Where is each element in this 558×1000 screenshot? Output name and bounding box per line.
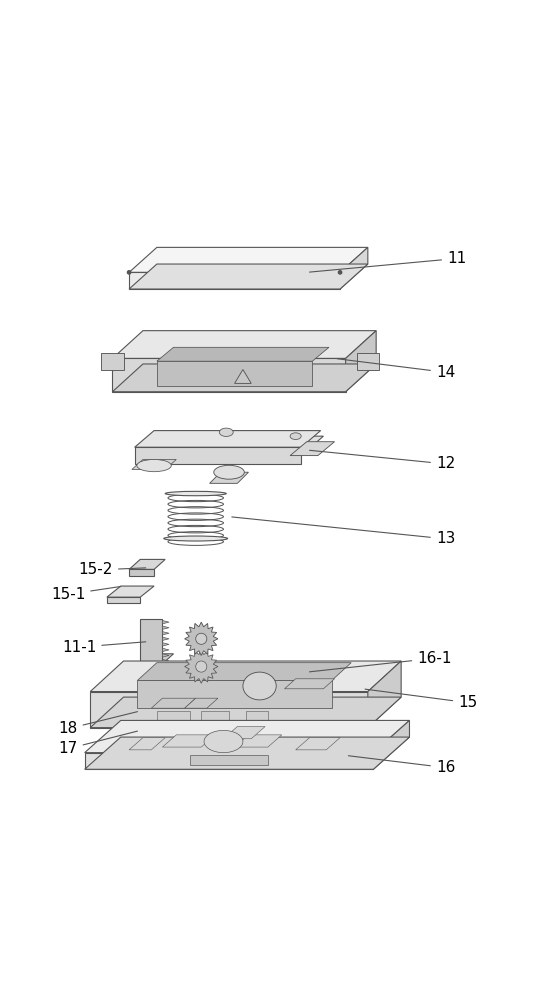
Polygon shape bbox=[132, 459, 176, 469]
Polygon shape bbox=[223, 727, 265, 739]
Polygon shape bbox=[168, 436, 324, 456]
Polygon shape bbox=[107, 597, 140, 603]
Polygon shape bbox=[162, 654, 169, 657]
Polygon shape bbox=[162, 632, 169, 635]
Text: 15: 15 bbox=[365, 689, 478, 710]
Text: 18: 18 bbox=[59, 712, 137, 736]
Ellipse shape bbox=[204, 730, 243, 753]
Polygon shape bbox=[190, 755, 268, 765]
Text: 13: 13 bbox=[232, 517, 455, 546]
Ellipse shape bbox=[165, 491, 226, 496]
Polygon shape bbox=[140, 619, 162, 664]
Ellipse shape bbox=[214, 465, 244, 479]
Polygon shape bbox=[137, 663, 351, 680]
Polygon shape bbox=[368, 661, 401, 728]
Polygon shape bbox=[129, 559, 165, 569]
Polygon shape bbox=[162, 659, 169, 663]
Polygon shape bbox=[162, 648, 169, 652]
Text: 12: 12 bbox=[310, 450, 455, 471]
Polygon shape bbox=[157, 361, 312, 386]
Text: 15-2: 15-2 bbox=[79, 562, 146, 577]
Text: 14: 14 bbox=[337, 359, 455, 380]
Circle shape bbox=[196, 633, 207, 644]
Circle shape bbox=[338, 271, 341, 274]
Polygon shape bbox=[162, 620, 169, 624]
Polygon shape bbox=[246, 711, 268, 722]
Polygon shape bbox=[162, 637, 169, 640]
Ellipse shape bbox=[243, 672, 276, 700]
Polygon shape bbox=[85, 753, 373, 769]
Polygon shape bbox=[290, 442, 335, 456]
Polygon shape bbox=[129, 272, 340, 289]
Polygon shape bbox=[102, 353, 123, 370]
Polygon shape bbox=[234, 370, 251, 383]
Ellipse shape bbox=[290, 433, 301, 439]
Polygon shape bbox=[90, 692, 368, 728]
Circle shape bbox=[127, 271, 131, 274]
Polygon shape bbox=[137, 680, 332, 708]
Polygon shape bbox=[112, 364, 376, 392]
Polygon shape bbox=[185, 650, 218, 683]
Text: 16-1: 16-1 bbox=[310, 651, 452, 672]
Polygon shape bbox=[340, 247, 368, 289]
Polygon shape bbox=[234, 735, 282, 747]
Polygon shape bbox=[151, 698, 196, 708]
Text: 11-1: 11-1 bbox=[62, 640, 146, 655]
Polygon shape bbox=[162, 735, 215, 747]
Text: 11: 11 bbox=[310, 251, 466, 272]
Polygon shape bbox=[134, 431, 321, 447]
Polygon shape bbox=[107, 586, 154, 597]
Polygon shape bbox=[185, 698, 218, 708]
Polygon shape bbox=[157, 711, 190, 722]
Text: 16: 16 bbox=[348, 756, 455, 775]
Text: 15-1: 15-1 bbox=[51, 586, 121, 602]
Polygon shape bbox=[90, 661, 401, 692]
Polygon shape bbox=[112, 358, 345, 392]
Ellipse shape bbox=[137, 459, 171, 472]
Polygon shape bbox=[129, 247, 368, 272]
Polygon shape bbox=[129, 569, 154, 576]
Circle shape bbox=[196, 661, 207, 672]
Polygon shape bbox=[201, 711, 229, 722]
Polygon shape bbox=[210, 472, 248, 483]
Polygon shape bbox=[134, 447, 301, 464]
Polygon shape bbox=[140, 654, 174, 664]
Polygon shape bbox=[90, 697, 401, 728]
Polygon shape bbox=[345, 331, 376, 392]
Ellipse shape bbox=[219, 428, 233, 436]
Polygon shape bbox=[162, 643, 169, 646]
Polygon shape bbox=[129, 264, 368, 289]
Polygon shape bbox=[285, 679, 335, 689]
Polygon shape bbox=[112, 331, 376, 358]
Polygon shape bbox=[85, 737, 410, 769]
Ellipse shape bbox=[164, 536, 228, 541]
Polygon shape bbox=[357, 353, 379, 370]
Polygon shape bbox=[162, 626, 169, 629]
Polygon shape bbox=[85, 720, 410, 753]
Text: 17: 17 bbox=[59, 731, 137, 756]
Polygon shape bbox=[129, 738, 165, 750]
Polygon shape bbox=[157, 347, 329, 361]
Polygon shape bbox=[296, 738, 340, 750]
Polygon shape bbox=[373, 720, 410, 769]
Polygon shape bbox=[185, 622, 218, 655]
